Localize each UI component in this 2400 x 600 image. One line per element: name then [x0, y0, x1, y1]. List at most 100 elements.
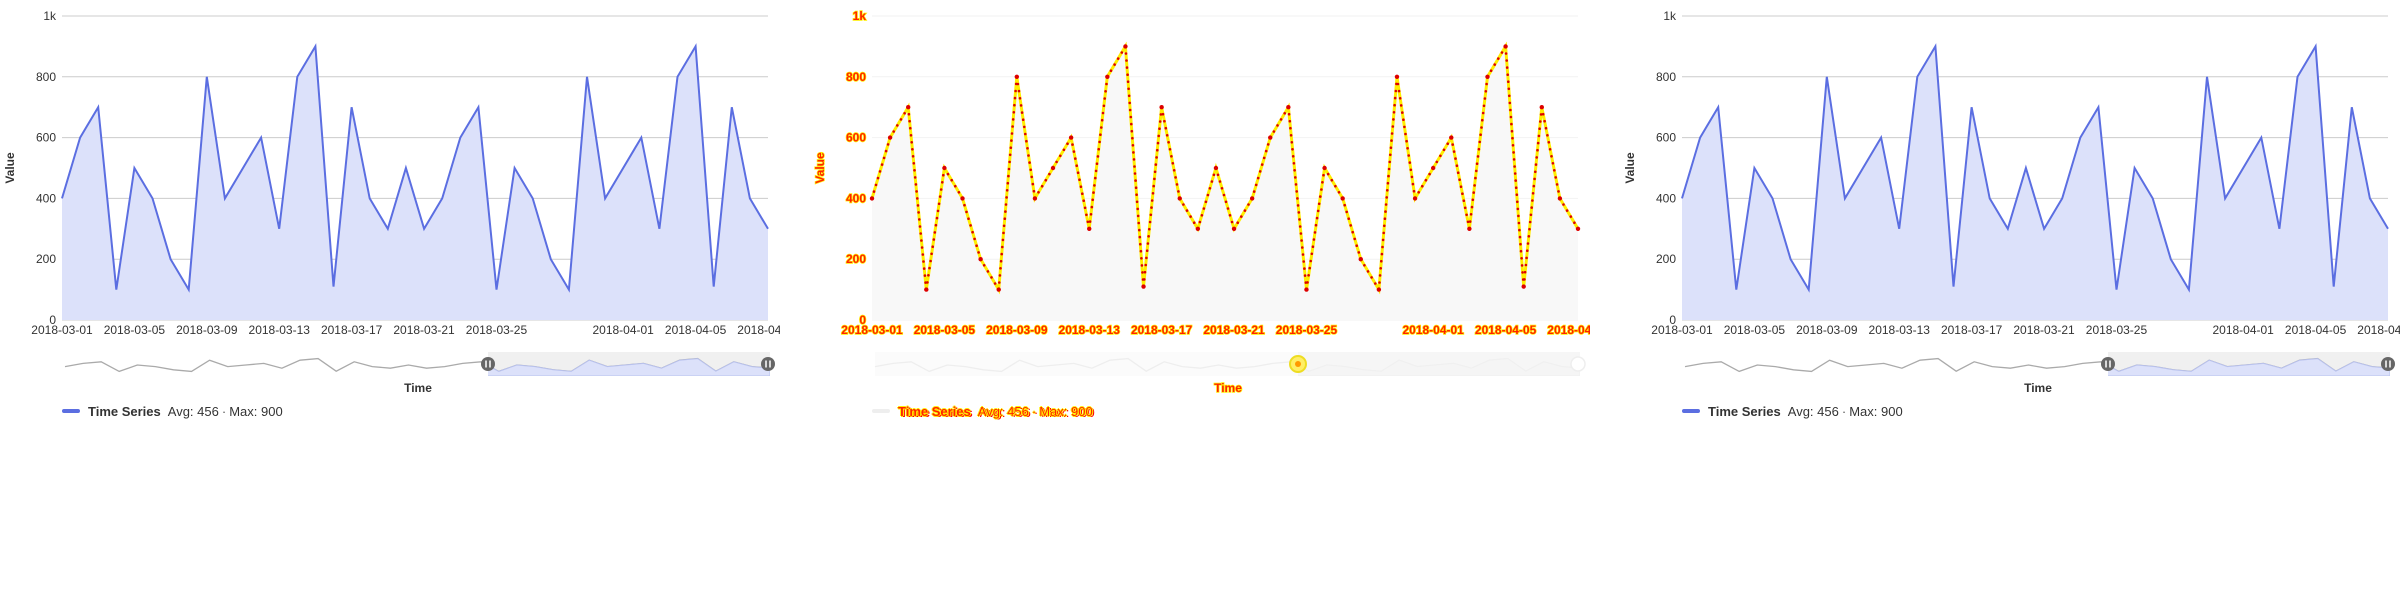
navigator-handle-right[interactable]: [1570, 356, 1586, 372]
glitch-dot: [1151, 192, 1155, 195]
data-point[interactable]: [1213, 165, 1219, 171]
data-point[interactable]: [1177, 196, 1182, 201]
glitch-dot: [1406, 147, 1409, 150]
data-point[interactable]: [1358, 257, 1363, 262]
area-chart-middle: 0 200 400 600 800 1k Value 2018-03-01 2018-03-05…: [812, 8, 1590, 395]
glitch-dot: [1493, 63, 1496, 66]
data-point[interactable]: [1304, 287, 1309, 292]
navigator-handle-right[interactable]: [761, 357, 775, 371]
legend-series-name: Time Series: [1708, 403, 1781, 419]
series-line[interactable]: [1681, 43, 2389, 293]
handle-circle[interactable]: [481, 357, 495, 371]
glitch-dot: [1004, 203, 1008, 206]
navigator[interactable]: [1684, 352, 2395, 376]
data-point[interactable]: [924, 287, 929, 292]
handle-circle[interactable]: [2101, 357, 2115, 371]
handle-circle[interactable]: [2381, 357, 2395, 371]
glitch-dot: [1029, 168, 1032, 172]
data-point[interactable]: [1050, 165, 1056, 171]
glitch-dot: [1128, 108, 1132, 112]
glitch-dot: [1095, 162, 1099, 165]
data-point[interactable]: [1231, 226, 1237, 231]
data-point[interactable]: [1503, 44, 1508, 49]
data-point[interactable]: [1394, 74, 1400, 80]
data-point[interactable]: [1141, 284, 1146, 289]
glitch-dot: [1109, 69, 1113, 72]
data-point[interactable]: [1412, 196, 1418, 201]
legend[interactable]: Time Series Avg: 456 · Max: 900: [62, 402, 283, 420]
data-point[interactable]: [1485, 74, 1490, 80]
glitch-dot: [1315, 216, 1319, 220]
data-point[interactable]: [1467, 226, 1472, 231]
navigator-handle-left[interactable]: [1289, 355, 1307, 373]
navigator-handle-right[interactable]: [2381, 357, 2395, 371]
navigator[interactable]: [874, 352, 1586, 376]
glitch-dot: [1097, 147, 1100, 151]
data-point[interactable]: [1014, 74, 1020, 80]
data-point[interactable]: [1105, 74, 1110, 80]
data-point[interactable]: [942, 165, 947, 171]
legend[interactable]: Time Series Avg: 456 · Max: 900: [1682, 402, 1903, 420]
data-point[interactable]: [1575, 226, 1581, 231]
glitch-dot: [1531, 192, 1535, 195]
glitch-dot: [975, 244, 978, 247]
data-point[interactable]: [1322, 165, 1327, 171]
glitch-dot: [1011, 118, 1015, 121]
data-point[interactable]: [887, 135, 893, 140]
data-point[interactable]: [1268, 135, 1273, 140]
handle-circle[interactable]: [761, 357, 775, 371]
x-tick-label: 2018-03-05: [914, 323, 976, 337]
data-point[interactable]: [1032, 196, 1038, 201]
glitch-dot: [971, 230, 974, 234]
data-point[interactable]: [869, 196, 875, 201]
x-tick-label: 2018-03-17: [321, 323, 383, 337]
glitch-dot: [1001, 238, 1005, 242]
series-line[interactable]: [61, 43, 769, 293]
glitch-dot: [1089, 213, 1093, 216]
data-point[interactable]: [1249, 196, 1255, 201]
glitch-dot: [1136, 207, 1139, 211]
data-point[interactable]: [1087, 226, 1092, 231]
data-point[interactable]: [1557, 196, 1563, 201]
glitch-dot: [1469, 213, 1473, 216]
data-point[interactable]: [1340, 196, 1345, 201]
data-point[interactable]: [1159, 105, 1164, 110]
glitch-dot: [1319, 195, 1322, 198]
data-point[interactable]: [960, 196, 965, 201]
glitch-dot: [1007, 167, 1011, 171]
glitch-dot: [1573, 221, 1576, 224]
handle-circle[interactable]: [1570, 356, 1586, 372]
series-line[interactable]: [870, 41, 1580, 295]
data-point[interactable]: [1521, 284, 1526, 289]
data-point[interactable]: [1068, 135, 1074, 140]
data-point[interactable]: [1430, 165, 1436, 171]
data-point[interactable]: [1449, 135, 1454, 140]
navigator-handle-left[interactable]: [2101, 357, 2115, 371]
navigator-handle-left[interactable]: [481, 357, 495, 371]
glitch-dot: [1136, 214, 1140, 218]
data-point[interactable]: [1376, 287, 1382, 292]
data-point[interactable]: [1195, 226, 1201, 231]
glitch-dot: [1326, 172, 1330, 176]
glitch-dot: [1226, 207, 1230, 210]
data-point[interactable]: [1286, 105, 1291, 110]
glitch-dot: [1099, 133, 1102, 136]
glitch-dot: [1525, 256, 1528, 260]
data-point[interactable]: [906, 105, 911, 110]
glitch-dot: [1266, 143, 1270, 146]
data-point[interactable]: [978, 257, 983, 262]
glitch-dot: [929, 259, 932, 263]
glitch-dot: [1012, 111, 1016, 114]
glitch-dot: [1520, 257, 1523, 260]
data-point[interactable]: [1539, 105, 1544, 110]
data-point[interactable]: [1123, 44, 1128, 49]
glitch-dot: [1557, 190, 1560, 193]
glitch-dot: [911, 148, 914, 151]
glitch-dot: [878, 170, 882, 173]
legend[interactable]: Time Series Avg: 456 · Max: 900: [872, 402, 1093, 420]
glitch-dot: [1505, 59, 1508, 62]
navigator[interactable]: [64, 352, 775, 376]
data-point[interactable]: [996, 287, 1001, 292]
glitch-dot: [1393, 96, 1397, 100]
glitch-dot: [1252, 190, 1256, 193]
